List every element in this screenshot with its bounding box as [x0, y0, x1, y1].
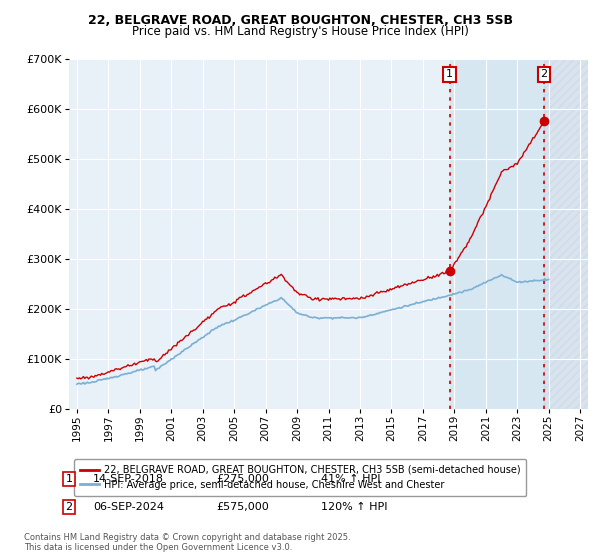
Text: 120% ↑ HPI: 120% ↑ HPI: [321, 502, 388, 512]
Bar: [450, 59, 544, 409]
Text: £575,000: £575,000: [216, 502, 269, 512]
Text: £275,000: £275,000: [216, 474, 269, 484]
Text: Price paid vs. HM Land Registry's House Price Index (HPI): Price paid vs. HM Land Registry's House …: [131, 25, 469, 38]
Text: 2: 2: [541, 69, 548, 80]
Text: 41% ↑ HPI: 41% ↑ HPI: [321, 474, 380, 484]
Text: 22, BELGRAVE ROAD, GREAT BOUGHTON, CHESTER, CH3 5SB: 22, BELGRAVE ROAD, GREAT BOUGHTON, CHEST…: [88, 14, 512, 27]
Text: 14-SEP-2018: 14-SEP-2018: [93, 474, 164, 484]
Text: 1: 1: [65, 474, 73, 484]
Legend: 22, BELGRAVE ROAD, GREAT BOUGHTON, CHESTER, CH3 5SB (semi-detached house), HPI: : 22, BELGRAVE ROAD, GREAT BOUGHTON, CHEST…: [74, 459, 526, 496]
Text: Contains HM Land Registry data © Crown copyright and database right 2025.: Contains HM Land Registry data © Crown c…: [24, 533, 350, 542]
Text: 2: 2: [65, 502, 73, 512]
Text: 06-SEP-2024: 06-SEP-2024: [93, 502, 164, 512]
Bar: [544, 59, 588, 409]
Text: This data is licensed under the Open Government Licence v3.0.: This data is licensed under the Open Gov…: [24, 543, 292, 552]
Text: 1: 1: [446, 69, 453, 80]
